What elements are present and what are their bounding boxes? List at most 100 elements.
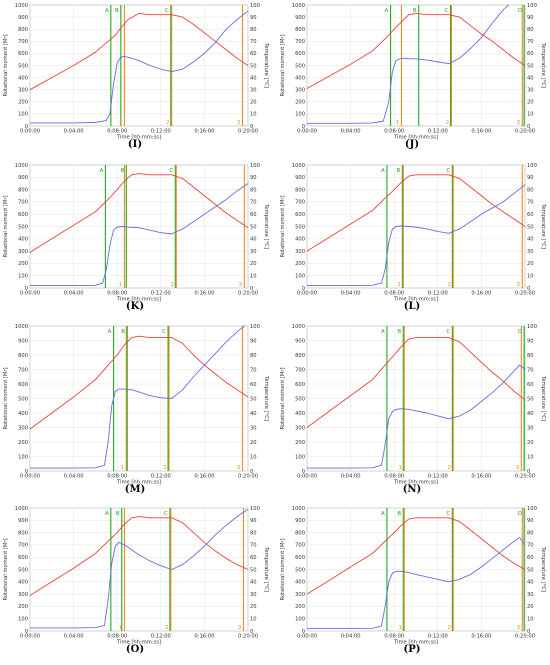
event-marker-label: B	[120, 168, 124, 174]
series-point	[95, 467, 96, 469]
series-point	[124, 523, 125, 525]
series-point	[306, 250, 308, 252]
series-point	[124, 56, 125, 57]
event-marker-label: A	[100, 168, 104, 174]
y-left-tick-label: 100	[18, 617, 28, 623]
y-right-tick-label: 30	[250, 88, 257, 94]
y-right-tick-label: 60	[250, 212, 257, 218]
y-right-tick-label: 70	[250, 39, 257, 45]
event-marker-label: 1	[396, 120, 400, 126]
series-point	[306, 285, 308, 286]
y-left-tick-label: 1000	[292, 506, 305, 512]
series-point	[107, 364, 109, 366]
x-tick-label: 0:12:00	[151, 474, 171, 480]
series-point	[392, 71, 393, 72]
y-right-tick-label: 20	[250, 100, 257, 106]
series-point	[350, 285, 351, 286]
series-point	[160, 174, 162, 176]
series-point	[138, 516, 140, 517]
series-point	[401, 225, 402, 227]
series-point	[481, 538, 482, 540]
series-point	[171, 569, 173, 570]
series-line	[30, 325, 245, 469]
series-point	[236, 564, 238, 565]
series-point	[408, 226, 410, 227]
x-axis-label: Time [hh:mm:ss]	[116, 480, 161, 486]
x-tick-label: 0:20:00	[515, 634, 535, 640]
series-point	[131, 389, 133, 391]
series-point	[470, 48, 471, 49]
y-right-tick-label: 10	[250, 454, 257, 460]
series-point	[448, 232, 450, 234]
y-left-tick-label: 500	[18, 224, 28, 230]
series-point	[204, 364, 205, 366]
y-left-tick-label: 600	[18, 51, 28, 57]
series-point	[491, 392, 493, 394]
series-point	[107, 599, 109, 601]
y-left-tick-label: 0	[302, 629, 305, 635]
series-point	[73, 567, 74, 569]
y-left-tick-label: 0	[25, 124, 28, 130]
series-point	[225, 341, 227, 343]
series-point	[524, 184, 526, 186]
series-point	[491, 22, 493, 24]
series-point	[502, 382, 504, 383]
y-left-tick-label: 400	[18, 237, 28, 243]
y-left-tick-label: 500	[295, 567, 305, 573]
series-point	[470, 221, 471, 222]
series-point	[393, 532, 395, 533]
y-left-tick-label: 800	[295, 187, 305, 193]
series-point	[160, 232, 162, 233]
y-left-tick-label: 400	[295, 580, 305, 586]
series-point	[384, 606, 386, 607]
y-left-tick-label: 100	[295, 617, 305, 623]
series-point	[524, 544, 526, 546]
series-point	[138, 335, 140, 337]
series-point	[149, 337, 151, 338]
series-point	[204, 195, 205, 197]
series-point	[328, 580, 330, 581]
series-point	[426, 59, 428, 61]
y-left-tick-label: 900	[18, 15, 28, 21]
y-right-tick-label: 70	[527, 543, 534, 549]
series-point	[470, 529, 471, 531]
series-point	[244, 325, 245, 327]
y-right-tick-label: 70	[250, 367, 257, 373]
y-left-tick-label: 500	[295, 224, 305, 230]
series-point	[236, 389, 238, 391]
series-point	[384, 364, 386, 366]
event-marker-label: 3	[517, 120, 521, 126]
series-point	[116, 62, 118, 64]
y-left-axis-label: Rotational moment [Mr]	[280, 538, 286, 600]
y-left-tick-label: 600	[295, 555, 305, 561]
x-tick-label: 0:16:00	[471, 291, 491, 297]
series-point	[502, 201, 504, 203]
y-right-tick-label: 80	[250, 187, 257, 193]
series-point	[225, 28, 227, 30]
series-point	[29, 122, 31, 124]
series-point	[519, 537, 520, 538]
series-point	[470, 25, 471, 26]
series-point	[236, 19, 238, 20]
series-point	[127, 226, 129, 228]
series-point	[138, 60, 140, 62]
series-point	[448, 581, 450, 583]
y-left-tick-label: 1000	[292, 3, 305, 9]
y-left-tick-label: 300	[295, 88, 305, 94]
series-point	[95, 51, 96, 53]
chart-panel: 0 100 200 300 400 500 600 700 800 900 1000 0 10 20 30 4…	[277, 321, 547, 495]
x-tick-label: 0:04:00	[341, 291, 361, 297]
series-point	[481, 566, 482, 568]
x-tick-label: 0:20:00	[238, 474, 258, 480]
y-left-tick-label: 900	[18, 518, 28, 524]
y-right-tick-label: 20	[527, 261, 534, 267]
series-point	[401, 181, 402, 183]
series-point	[415, 174, 417, 176]
y-right-tick-label: 50	[527, 396, 534, 402]
series-point	[382, 120, 384, 122]
series-point	[204, 213, 205, 215]
x-tick-label: 0:08:00	[384, 474, 404, 480]
x-tick-label: 0:08:00	[107, 291, 127, 297]
series-point	[236, 190, 238, 192]
series-point	[328, 411, 330, 412]
